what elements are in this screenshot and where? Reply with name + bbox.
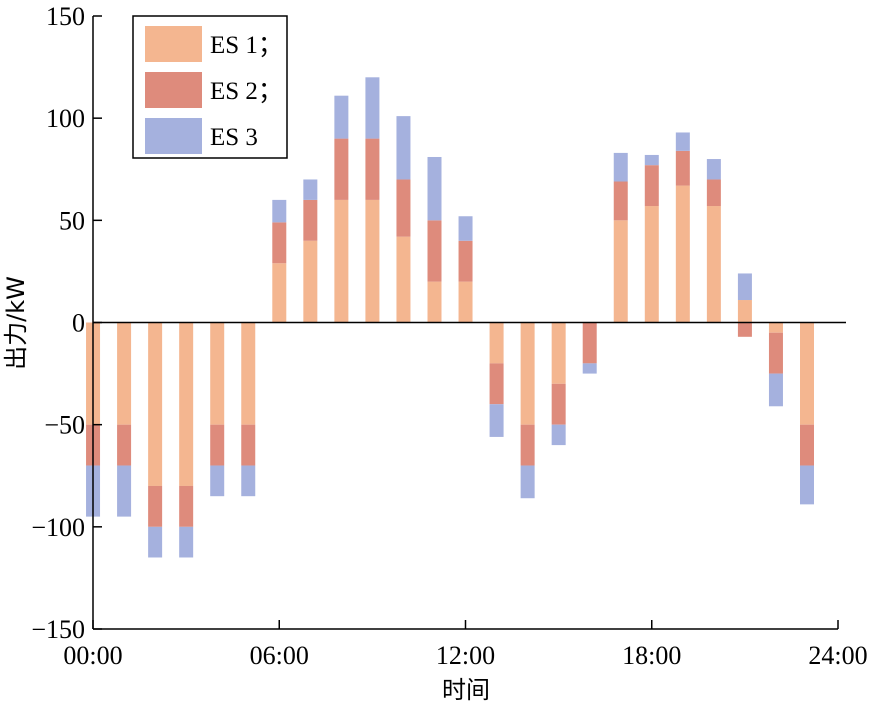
bar-es1-2000 — [675, 185, 690, 323]
bar-es1-1000 — [365, 199, 380, 323]
bar-es3-0200 — [117, 465, 132, 517]
bar-es3-2200 — [737, 273, 752, 301]
bar-es1-0700 — [272, 263, 287, 323]
bar-es3-2000 — [675, 132, 690, 151]
x-tick-label: 06:00 — [250, 641, 309, 670]
bar-es2-2200 — [737, 322, 752, 337]
bar-es3-2300 — [768, 373, 783, 407]
bar-es3-2400 — [800, 465, 814, 505]
bar-es3-1600 — [551, 424, 566, 446]
bar-es3-1000 — [365, 77, 380, 139]
bar-es1-1100 — [396, 236, 411, 323]
bar-es1-1900 — [644, 206, 659, 323]
bar-es1-0900 — [334, 199, 349, 323]
bar-es2-2400 — [800, 424, 814, 466]
bar-es1-1500 — [520, 322, 535, 425]
bar-es2-0900 — [334, 138, 349, 200]
bar-es2-1000 — [365, 138, 380, 200]
bar-es2-0300 — [148, 485, 163, 527]
bar-es3-0700 — [272, 199, 287, 223]
legend-label-es3: ES 3 — [210, 124, 258, 151]
x-tick-label: 00:00 — [63, 641, 122, 670]
legend-swatch-es1 — [145, 26, 202, 62]
bar-es2-2100 — [706, 179, 721, 207]
bar-es3-0300 — [148, 526, 163, 558]
x-tick-label: 24:00 — [808, 641, 867, 670]
bar-es2-1500 — [520, 424, 535, 466]
bar-es2-1600 — [551, 383, 566, 425]
axes: −150 −100 −50 0 50 100 150 00:00 06:00 12:00 18:0… — [31, 2, 867, 670]
bar-es2-2300 — [768, 332, 783, 374]
x-axis-title: 时间 — [442, 676, 490, 704]
bar-es1-2200 — [737, 300, 752, 323]
bar-es2-2000 — [675, 150, 690, 186]
bar-es2-0500 — [210, 424, 225, 466]
bar-es3-1500 — [520, 465, 535, 499]
y-tick-label: −150 — [31, 615, 85, 644]
y-tick-label: −100 — [31, 513, 85, 542]
bar-es3-1300 — [458, 216, 473, 241]
x-tick-label: 18:00 — [622, 641, 681, 670]
y-tick-label: 100 — [46, 104, 85, 133]
y-axis-title: 出力/kW — [2, 276, 30, 370]
bar-es2-0700 — [272, 222, 287, 264]
legend-swatch-es3 — [145, 118, 202, 154]
bars-layer — [86, 77, 814, 558]
bar-es2-1300 — [458, 240, 473, 282]
legend-label-es1: ES 1； — [210, 32, 283, 59]
bar-es3-2100 — [706, 159, 721, 180]
bar-es1-1800 — [613, 220, 628, 323]
legend-swatch-es2 — [145, 72, 202, 108]
bar-es1-1200 — [427, 281, 442, 323]
bar-es3-0600 — [241, 465, 256, 497]
bar-es2-0600 — [241, 424, 256, 466]
bar-es1-1600 — [551, 322, 566, 384]
bar-es3-1400 — [489, 404, 504, 437]
bar-es3-1700 — [582, 363, 597, 374]
bar-es3-0400 — [179, 526, 194, 558]
y-ticks: −150 −100 −50 0 50 100 150 — [31, 2, 102, 644]
bar-es1-1400 — [489, 322, 504, 364]
x-tick-label: 12:00 — [436, 641, 495, 670]
bar-es2-0200 — [117, 424, 132, 466]
bar-es1-2400 — [800, 322, 814, 425]
bar-es3-1900 — [644, 154, 659, 166]
bar-es2-1900 — [644, 165, 659, 207]
bar-es1-0300 — [148, 322, 163, 486]
bar-es3-1200 — [427, 156, 442, 221]
bar-es2-0400 — [179, 485, 194, 527]
bar-es1-2300 — [768, 322, 783, 333]
x-ticks: 00:00 06:00 12:00 18:00 24:00 — [63, 620, 868, 670]
bar-es3-0800 — [303, 179, 318, 200]
bar-es3-1800 — [613, 152, 628, 182]
bar-es1-0400 — [179, 322, 194, 486]
bar-es1-0600 — [241, 322, 256, 425]
bar-es1-1300 — [458, 281, 473, 323]
y-tick-label: 50 — [59, 206, 85, 235]
bar-es3-0500 — [210, 465, 225, 497]
bar-es1-0500 — [210, 322, 225, 425]
bar-es2-0800 — [303, 199, 318, 241]
bar-es2-1400 — [489, 363, 504, 405]
legend-label-es2: ES 2； — [210, 78, 283, 105]
bar-es3-0900 — [334, 95, 349, 139]
bar-es2-1100 — [396, 179, 411, 237]
y-tick-label: 0 — [72, 309, 85, 338]
bar-es1-0800 — [303, 240, 318, 323]
bar-es3-1100 — [396, 116, 411, 180]
y-tick-label: 150 — [46, 2, 85, 31]
legend-items: ES 1； ES 2； ES 3 — [145, 26, 283, 154]
y-tick-label: −50 — [44, 411, 85, 440]
bar-es2-1800 — [613, 181, 628, 221]
bar-es2-1200 — [427, 220, 442, 282]
bar-es1-2100 — [706, 206, 721, 323]
bar-es2-1700 — [582, 322, 597, 364]
legend: ES 1； ES 2； ES 3 — [132, 15, 288, 159]
bar-es1-0200 — [117, 322, 132, 425]
